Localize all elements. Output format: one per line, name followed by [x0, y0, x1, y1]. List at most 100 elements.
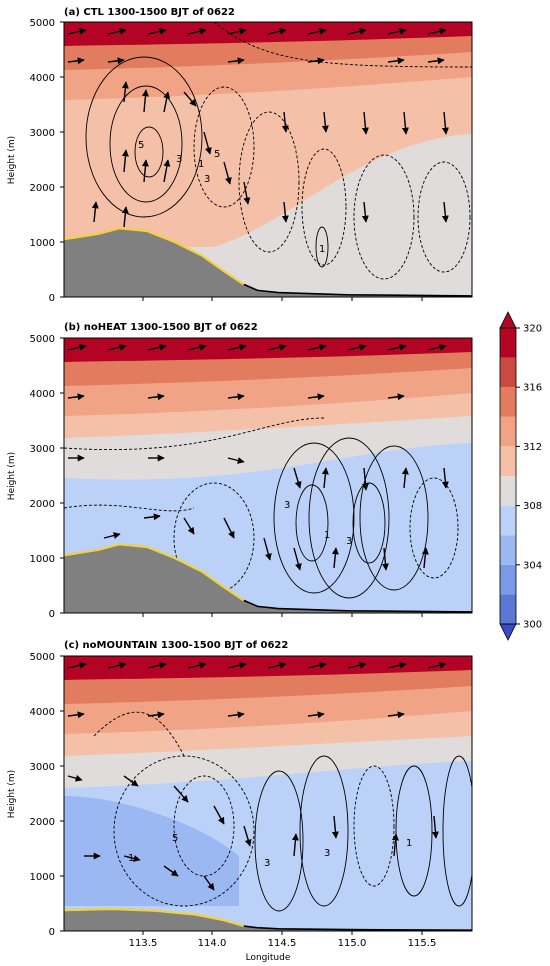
- wind-vector: [107, 661, 127, 669]
- panel-c-ytick-label: 2000: [30, 817, 55, 828]
- panel-c-frame: [63, 655, 473, 932]
- wind-vector: [307, 661, 327, 669]
- wind-vector: [107, 57, 125, 65]
- wind-vector: [307, 343, 327, 351]
- panel-b-ylabel: Height (m): [7, 452, 17, 500]
- wind-vector: [307, 57, 325, 65]
- wind-vector: [123, 775, 139, 787]
- wind-vector: [267, 27, 287, 35]
- panel-b: (b) noHEAT 1300-1500 BJT of 0622 Height …: [7, 322, 473, 620]
- panel-c-terrain: [64, 907, 472, 931]
- panel-b-xtick-marks: [142, 613, 423, 617]
- wind-vector: [183, 517, 195, 535]
- colorbar-segment: [500, 328, 516, 358]
- wind-vector: [91, 201, 99, 223]
- contour-dashed: [64, 504, 195, 512]
- wind-vector: [401, 467, 409, 489]
- contour-solid: [273, 442, 355, 594]
- wind-vector: [213, 805, 225, 825]
- panel-b-plot-area: 3 1 3: [64, 338, 472, 613]
- panel-a-contour-labels: 5 3 1 3 5 1: [138, 140, 325, 255]
- colorbar-extend-top: [499, 311, 517, 329]
- wind-vector: [401, 111, 409, 135]
- panel-c-title: (c) noMOUNTAIN 1300-1500 BJT of 0622: [64, 640, 288, 651]
- contour-dashed: [417, 161, 471, 273]
- wind-vector: [331, 815, 339, 839]
- wind-vector: [187, 27, 207, 35]
- wind-vector: [107, 343, 127, 351]
- panel-b-title: (b) noHEAT 1300-1500 BJT of 0622: [64, 322, 258, 333]
- colorbar-segment: [500, 594, 516, 624]
- contour-solid: [295, 484, 329, 562]
- panel-a-ytick-label: 3000: [30, 128, 55, 139]
- terrain-fill: [64, 544, 472, 613]
- panel-a-xtick-marks: [142, 297, 423, 301]
- panel-b-ytick-label: 4000: [30, 389, 55, 400]
- panel-b-terrain: [64, 543, 472, 613]
- panel-a-title: (a) CTL 1300-1500 BJT of 0622: [64, 7, 235, 18]
- wind-vector: [361, 111, 369, 135]
- panel-a-ylabel: Height (m): [7, 136, 17, 184]
- wind-vector: [427, 27, 447, 35]
- contour-label: 5: [172, 833, 178, 844]
- wind-vector: [147, 27, 167, 35]
- wind-vector: [227, 711, 245, 719]
- colorbar-tick-label: 312: [523, 442, 542, 453]
- panel-a-terrain: [64, 227, 472, 297]
- panel-a-ytick-label: 4000: [30, 73, 55, 84]
- contour-solid: [442, 755, 472, 907]
- panel-c-xtick-label: 114.0: [198, 938, 227, 949]
- x-axis-label: Longitude: [246, 953, 291, 963]
- panel-a-plot-area: 5 3 1 3 5 1: [64, 22, 472, 297]
- wind-vector: [147, 393, 165, 401]
- terrain-slope-highlight: [64, 907, 245, 928]
- wind-vector: [281, 201, 289, 223]
- wind-vector: [291, 833, 299, 857]
- colorbar-tick-label: 308: [523, 501, 542, 512]
- panel-c-ytick-label: 4000: [30, 707, 55, 718]
- colorbar-segment: [500, 387, 516, 417]
- panel-b-ytick-labels: 0 1000 2000 3000 4000 5000: [30, 334, 55, 620]
- colorbar: 300 304 308 312 316 320: [499, 311, 542, 641]
- colorbar-segment: [500, 416, 516, 447]
- wind-vector: [321, 111, 329, 133]
- wind-vector: [67, 27, 87, 35]
- panel-b-ytick-label: 1000: [30, 554, 55, 565]
- panel-c-xtick-label: 115.0: [338, 938, 367, 949]
- contour-dashed: [64, 417, 325, 451]
- panel-b-contours: [64, 417, 459, 599]
- wind-vector: [267, 343, 287, 351]
- wind-vector: [141, 89, 149, 113]
- panel-c: (c) noMOUNTAIN 1300-1500 BJT of 0622 Hei…: [7, 640, 473, 963]
- wind-vector: [187, 661, 207, 669]
- contour-label: 1: [198, 159, 204, 170]
- panel-c-ytick-label: 3000: [30, 762, 55, 773]
- panel-a-contours: [85, 22, 472, 280]
- panel-c-plot-area: 5 1 3 3 1: [64, 656, 472, 931]
- wind-vector: [163, 159, 171, 183]
- wind-vector: [227, 393, 245, 401]
- contour-dashed: [353, 154, 415, 280]
- contour-dashed: [173, 775, 235, 877]
- wind-vector: [321, 467, 329, 489]
- wind-vector: [307, 27, 327, 35]
- colorbar-segment: [500, 446, 516, 476]
- panel-b-wind-vectors: [67, 343, 449, 571]
- contour-dashed: [93, 711, 185, 757]
- wind-vector: [243, 825, 252, 847]
- contour-solid: [109, 85, 183, 203]
- contour-label: 3: [324, 848, 330, 859]
- panel-b-temperature-field: [64, 338, 472, 613]
- wind-vector: [243, 181, 251, 205]
- terrain-slope-highlight: [64, 227, 245, 286]
- wind-vector: [227, 27, 247, 35]
- contour-dashed: [173, 482, 255, 594]
- wind-vector: [293, 547, 302, 571]
- panel-c-wind-vectors: [67, 661, 447, 891]
- wind-vector: [263, 537, 272, 561]
- colorbar-extend-bottom: [499, 623, 517, 641]
- wind-vector: [163, 91, 171, 113]
- colorbar-tick-label: 300: [523, 620, 542, 631]
- wind-vector: [267, 661, 287, 669]
